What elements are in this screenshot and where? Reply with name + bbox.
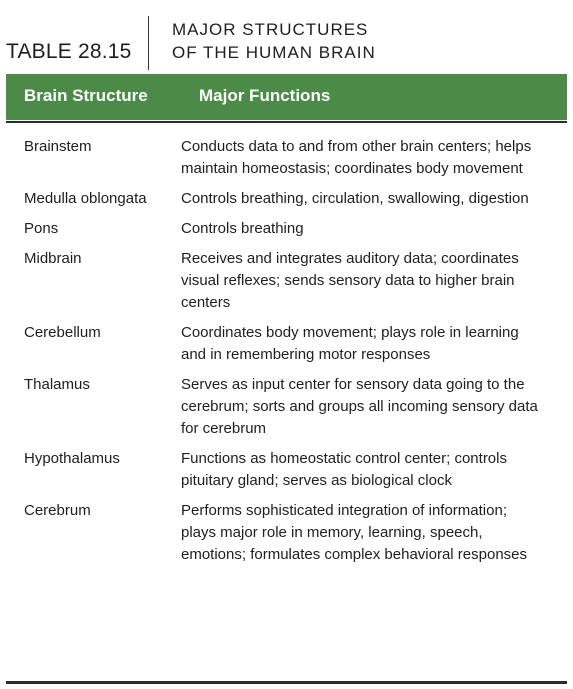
column-header-functions: Major Functions [199,86,331,105]
cell-structure: Cerebellum [24,324,101,341]
table-number: TABLE 28.15 [6,40,132,63]
table-row: Medulla oblongata Controls breathing, ci… [6,188,567,210]
table-body: Brainstem Conducts data to and from othe… [6,136,567,574]
table-row: Thalamus Serves as input center for sens… [6,374,567,440]
cell-structure: Hypothalamus [24,450,120,467]
cell-function: Conducts data to and from other brain ce… [181,138,532,177]
table-row: Pons Controls breathing [6,218,567,240]
cell-function: Performs sophisticated integration of in… [181,502,528,563]
table-row: Cerebellum Coordinates body movement; pl… [6,322,567,366]
table-row: Midbrain Receives and integrates auditor… [6,248,567,314]
brain-structures-table: Brain Structure Major Functions Brainste… [6,74,567,684]
bottom-divider [6,681,567,684]
table-caption: TABLE 28.15 MAJOR STRUCTURES OF THE HUMA… [0,0,573,72]
cell-structure: Cerebrum [24,502,91,519]
table-row: Cerebrum Performs sophisticated integrat… [6,500,567,566]
title-divider [148,16,149,70]
cell-function: Controls breathing, circulation, swallow… [181,190,529,207]
cell-structure: Midbrain [24,250,82,267]
cell-function: Coordinates body movement; plays role in… [181,324,519,363]
table-row: Brainstem Conducts data to and from othe… [6,136,567,180]
column-header-structure: Brain Structure [24,86,148,105]
table-title: MAJOR STRUCTURES OF THE HUMAN BRAIN [172,18,376,64]
table-title-line-2: OF THE HUMAN BRAIN [172,43,376,62]
table-row: Hypothalamus Functions as homeostatic co… [6,448,567,492]
table-title-line-1: MAJOR STRUCTURES [172,20,369,39]
cell-structure: Pons [24,220,59,237]
cell-structure: Medulla oblongata [24,190,147,207]
cell-function: Serves as input center for sensory data … [181,376,538,437]
cell-function: Functions as homeostatic control center;… [181,450,507,489]
cell-function: Controls breathing [181,220,304,237]
table-header-row: Brain Structure Major Functions [6,74,567,120]
cell-structure: Brainstem [24,138,92,155]
cell-structure: Thalamus [24,376,90,393]
cell-function: Receives and integrates auditory data; c… [181,250,519,311]
header-divider [6,121,567,123]
